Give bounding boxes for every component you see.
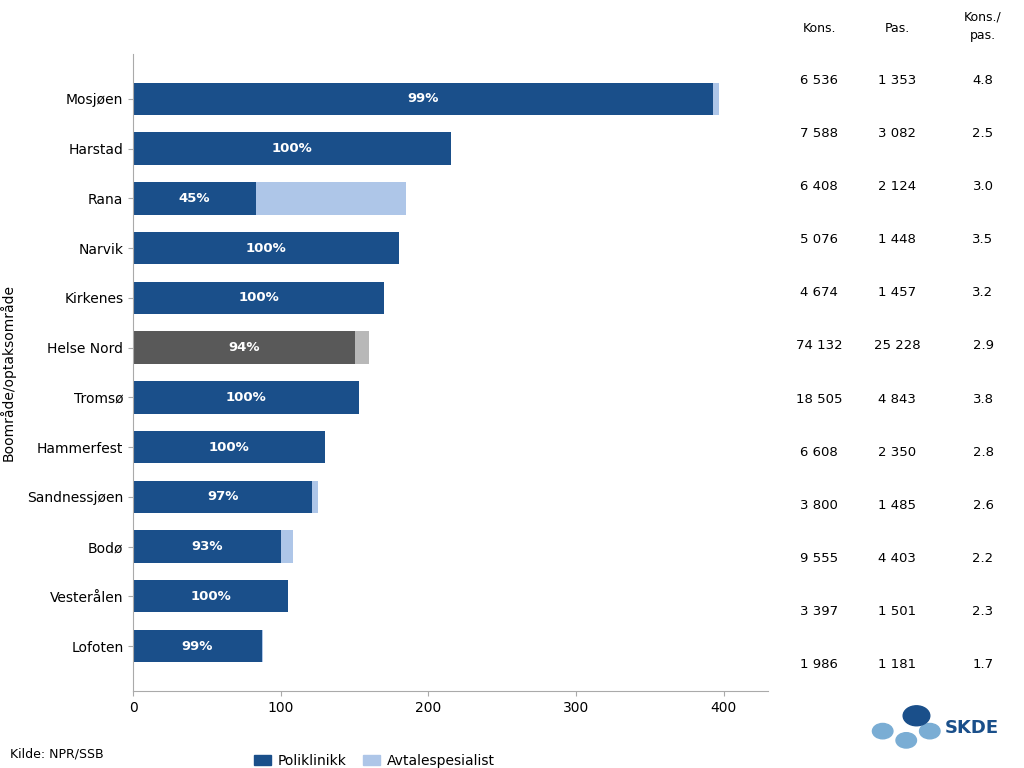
Text: 4 674: 4 674 <box>801 286 838 300</box>
Text: 6 536: 6 536 <box>800 74 839 87</box>
Text: Pas.: Pas. <box>885 22 909 35</box>
Text: 99%: 99% <box>181 640 213 653</box>
Text: Kilde: NPR/SSB: Kilde: NPR/SSB <box>10 747 103 760</box>
Text: 2 350: 2 350 <box>878 445 916 458</box>
Text: 2.6: 2.6 <box>973 498 993 511</box>
Text: 100%: 100% <box>271 142 312 155</box>
Text: 100%: 100% <box>209 441 250 454</box>
Text: 7 588: 7 588 <box>800 127 839 140</box>
Text: 1 448: 1 448 <box>879 233 915 247</box>
Text: 3.5: 3.5 <box>973 233 993 247</box>
Text: 3.2: 3.2 <box>973 286 993 300</box>
Y-axis label: Boområde/optaksområde: Boområde/optaksområde <box>0 284 16 461</box>
Text: 2.8: 2.8 <box>973 445 993 458</box>
Text: 3 397: 3 397 <box>800 605 839 618</box>
Text: 1 353: 1 353 <box>878 74 916 87</box>
Bar <box>133 182 256 214</box>
Text: 93%: 93% <box>191 540 223 553</box>
Text: 6 408: 6 408 <box>801 180 838 193</box>
Text: 4 403: 4 403 <box>879 552 915 565</box>
Text: 100%: 100% <box>239 291 279 304</box>
Text: 100%: 100% <box>190 590 231 603</box>
Bar <box>133 481 312 513</box>
Text: Kons.: Kons. <box>803 22 836 35</box>
Text: 2.9: 2.9 <box>973 339 993 353</box>
Text: 3.0: 3.0 <box>973 180 993 193</box>
Text: 74 132: 74 132 <box>796 339 843 353</box>
Bar <box>133 580 288 613</box>
Bar <box>256 182 407 214</box>
Text: 45%: 45% <box>179 192 210 205</box>
Legend: Poliklinikk, Avtalespesialist: Poliklinikk, Avtalespesialist <box>249 748 501 768</box>
Bar <box>262 630 263 662</box>
Text: 25 228: 25 228 <box>873 339 921 353</box>
Bar <box>355 332 370 364</box>
Bar <box>133 531 282 563</box>
Text: 97%: 97% <box>207 490 239 503</box>
Text: 99%: 99% <box>408 92 439 105</box>
Text: 1.7: 1.7 <box>973 658 993 671</box>
Text: 2 124: 2 124 <box>878 180 916 193</box>
Bar <box>133 431 325 463</box>
Text: 3 082: 3 082 <box>878 127 916 140</box>
Text: 3 800: 3 800 <box>801 498 838 511</box>
Bar <box>133 282 384 314</box>
Text: 9 555: 9 555 <box>800 552 839 565</box>
Text: 2.3: 2.3 <box>973 605 993 618</box>
Bar <box>714 83 719 115</box>
Text: 1 986: 1 986 <box>801 658 838 671</box>
Bar <box>133 232 399 264</box>
Text: 6 608: 6 608 <box>801 445 838 458</box>
Text: 1 181: 1 181 <box>878 658 916 671</box>
Bar <box>133 83 714 115</box>
Bar <box>133 132 451 165</box>
Text: 100%: 100% <box>246 242 287 255</box>
Text: 4.8: 4.8 <box>973 74 993 87</box>
Bar <box>133 630 262 662</box>
Text: 4 843: 4 843 <box>879 392 915 406</box>
Bar <box>133 332 355 364</box>
Text: 2.5: 2.5 <box>973 127 993 140</box>
Bar <box>282 531 293 563</box>
Text: 2.2: 2.2 <box>973 552 993 565</box>
Text: pas.: pas. <box>970 29 996 42</box>
Text: 5 076: 5 076 <box>800 233 839 247</box>
Text: 100%: 100% <box>225 391 266 404</box>
Text: Kons./: Kons./ <box>965 10 1001 23</box>
Text: 1 501: 1 501 <box>878 605 916 618</box>
Bar <box>133 381 359 413</box>
Text: 94%: 94% <box>228 341 260 354</box>
Text: 3.8: 3.8 <box>973 392 993 406</box>
Text: 1 485: 1 485 <box>878 498 916 511</box>
Text: 18 505: 18 505 <box>796 392 843 406</box>
Text: 1 457: 1 457 <box>878 286 916 300</box>
Bar <box>312 481 317 513</box>
Text: SKDE: SKDE <box>945 719 999 737</box>
